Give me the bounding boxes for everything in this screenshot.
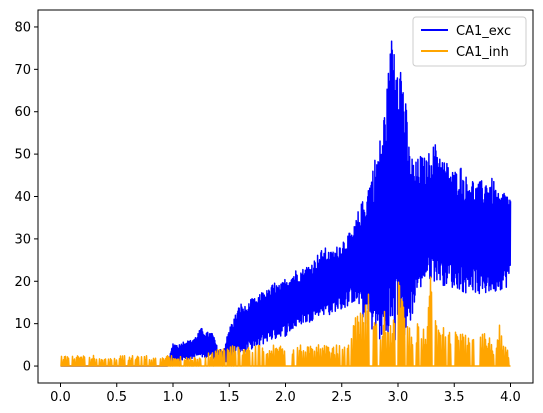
y-tick-label: 70 (14, 63, 31, 78)
x-tick-label: 0.5 (106, 390, 127, 405)
x-tick-label: 2.0 (275, 390, 296, 405)
x-tick-label: 1.5 (219, 390, 240, 405)
y-tick-label: 80 (14, 20, 31, 35)
x-tick-label: 4.0 (500, 390, 521, 405)
x-tick-label: 2.5 (331, 390, 352, 405)
x-tick-label: 0.0 (50, 390, 71, 405)
legend: CA1_exc CA1_inh (412, 16, 527, 67)
x-tick-label: 1.0 (163, 390, 184, 405)
x-axis: 0.0 0.5 1.0 1.5 2.0 2.5 3.0 3.5 4.0 (50, 383, 521, 405)
x-tick-label: 3.0 (388, 390, 409, 405)
y-axis: 0 10 20 30 40 50 60 70 80 (14, 20, 38, 375)
y-tick-label: 30 (14, 232, 31, 247)
y-tick-label: 0 (23, 360, 31, 375)
y-tick-label: 20 (14, 275, 31, 290)
y-tick-label: 60 (14, 105, 31, 120)
y-tick-label: 40 (14, 190, 31, 205)
series-layer (60, 40, 512, 367)
y-tick-label: 10 (14, 317, 31, 332)
legend-label-ca1-exc: CA1_exc (456, 24, 511, 39)
y-tick-label: 50 (14, 148, 31, 163)
x-tick-label: 3.5 (444, 390, 465, 405)
legend-label-ca1-inh: CA1_inh (456, 45, 509, 60)
series-line-ca1-inh (60, 276, 511, 367)
